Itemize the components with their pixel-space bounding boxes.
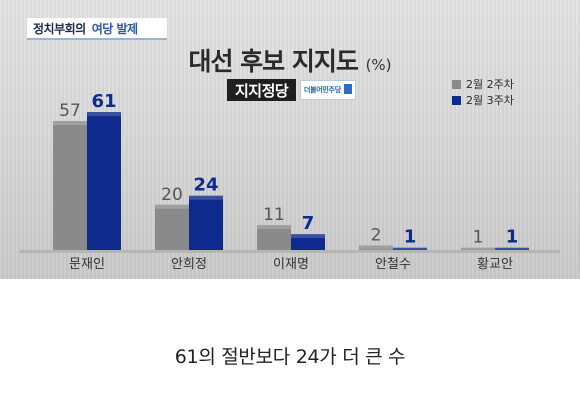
party-logo-icon <box>344 84 352 94</box>
category-label: 문재인 <box>69 257 105 272</box>
bar-highlight <box>155 204 189 209</box>
data-label: 1 <box>473 228 484 248</box>
legend-item: 2월 3주차 <box>452 92 514 108</box>
bar-series1 <box>53 121 87 250</box>
bar-highlight <box>87 112 121 116</box>
bar-highlight <box>189 195 223 200</box>
data-label: 11 <box>263 205 285 225</box>
bar-series2 <box>291 234 325 250</box>
legend-label-series1: 2월 2주차 <box>466 78 514 91</box>
bar-series2 <box>393 247 427 250</box>
program-topic: 여당 발제 <box>91 21 138 36</box>
data-label: 61 <box>91 91 116 112</box>
legend-swatch-series2 <box>452 95 461 105</box>
bar-series2 <box>495 247 529 250</box>
bar-series2 <box>189 195 223 250</box>
bar-series1 <box>461 247 495 250</box>
data-label: 20 <box>161 185 183 205</box>
bar-series1 <box>155 204 189 250</box>
bar-highlight <box>257 225 291 230</box>
category-label: 안희정 <box>171 257 207 272</box>
chart-subtitle: 지지정당 <box>227 79 297 101</box>
party-logo-text: 더불어민주당 <box>304 86 341 94</box>
broadcast-screen: 정치부회의 여당 발제 대선 후보 지지도 (%) 지지정당 더불어민주당 2월… <box>0 0 580 279</box>
data-label: 1 <box>506 227 519 248</box>
data-label: 7 <box>302 213 315 234</box>
bar-highlight <box>495 247 529 250</box>
data-label: 2 <box>371 225 382 245</box>
program-badge: 정치부회의 여당 발제 <box>27 18 167 40</box>
chart-title-text: 대선 후보 지지도 <box>188 47 358 76</box>
bar-series1 <box>257 225 291 250</box>
legend-label-series2: 2월 3주차 <box>466 94 514 107</box>
chart-legend: 2월 2주차 2월 3주차 <box>452 76 514 108</box>
bar-series1 <box>359 245 393 250</box>
data-label: 57 <box>59 101 81 121</box>
bar-highlight <box>393 247 427 250</box>
data-label: 24 <box>193 175 218 196</box>
chart-baseline <box>20 250 560 253</box>
caption-text: 61의 절반보다 24가 더 큰 수 <box>174 346 406 368</box>
bar-highlight <box>461 247 495 250</box>
program-name: 정치부회의 <box>33 21 86 36</box>
party-logo: 더불어민주당 <box>300 80 356 100</box>
bar-highlight <box>291 234 325 239</box>
chart-unit: (%) <box>365 56 392 74</box>
bar-series2 <box>87 112 121 250</box>
category-label: 안철수 <box>375 257 411 272</box>
bar-highlight <box>53 121 87 126</box>
category-label: 황교안 <box>477 257 513 272</box>
legend-swatch-series1 <box>452 79 461 89</box>
bar-highlight <box>359 245 393 250</box>
category-label: 이재명 <box>273 257 309 272</box>
data-label: 1 <box>404 227 417 248</box>
chart-title: 대선 후보 지지도 (%) <box>0 42 580 78</box>
legend-item: 2월 2주차 <box>452 76 514 92</box>
